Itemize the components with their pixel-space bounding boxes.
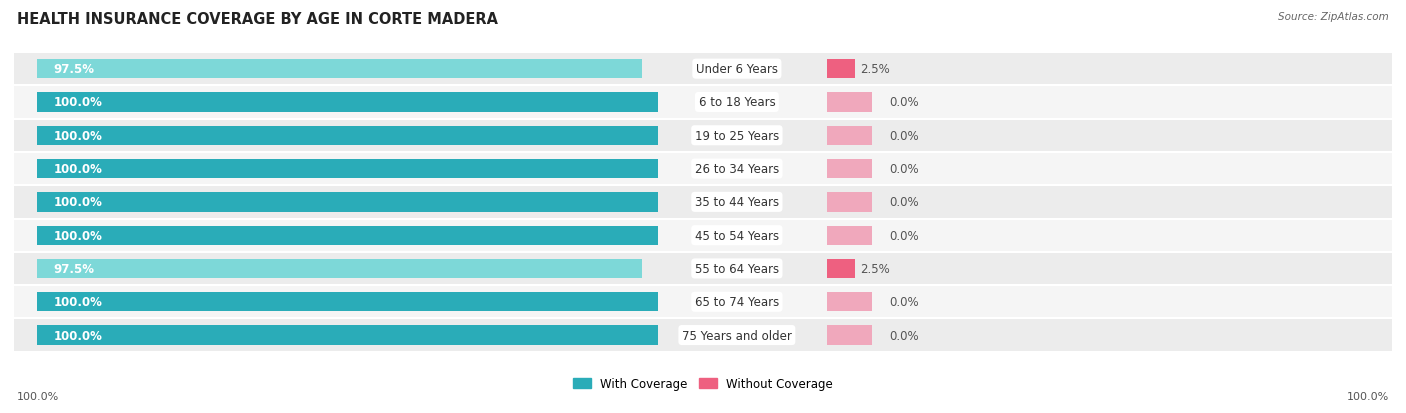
Bar	[827, 60, 855, 79]
Text: Under 6 Years: Under 6 Years	[696, 63, 778, 76]
Bar	[827, 292, 872, 312]
Text: 0.0%: 0.0%	[890, 96, 920, 109]
Bar	[37, 159, 658, 179]
Bar	[827, 126, 872, 145]
Text: 100.0%: 100.0%	[1347, 391, 1389, 401]
Bar	[14, 219, 1392, 252]
Text: 97.5%: 97.5%	[53, 63, 94, 76]
Text: 0.0%: 0.0%	[890, 296, 920, 309]
Legend: With Coverage, Without Coverage: With Coverage, Without Coverage	[568, 373, 838, 395]
Bar	[827, 93, 872, 112]
Text: 0.0%: 0.0%	[890, 229, 920, 242]
Text: 100.0%: 100.0%	[53, 129, 103, 142]
Text: HEALTH INSURANCE COVERAGE BY AGE IN CORTE MADERA: HEALTH INSURANCE COVERAGE BY AGE IN CORT…	[17, 12, 498, 27]
Text: 97.5%: 97.5%	[53, 262, 94, 275]
Bar	[827, 325, 872, 345]
Text: Source: ZipAtlas.com: Source: ZipAtlas.com	[1278, 12, 1389, 22]
Text: 0.0%: 0.0%	[890, 163, 920, 176]
Text: 19 to 25 Years: 19 to 25 Years	[695, 129, 779, 142]
Bar	[14, 186, 1392, 219]
Bar	[14, 86, 1392, 119]
Bar	[37, 126, 658, 145]
Text: 65 to 74 Years: 65 to 74 Years	[695, 296, 779, 309]
Bar	[37, 292, 658, 312]
Bar	[37, 226, 658, 245]
Bar	[37, 60, 643, 79]
Bar	[37, 193, 658, 212]
Text: 0.0%: 0.0%	[890, 196, 920, 209]
Text: 100.0%: 100.0%	[53, 329, 103, 342]
Text: 100.0%: 100.0%	[17, 391, 59, 401]
Bar	[14, 53, 1392, 86]
Text: 100.0%: 100.0%	[53, 296, 103, 309]
Text: 2.5%: 2.5%	[859, 262, 890, 275]
Text: 100.0%: 100.0%	[53, 163, 103, 176]
Bar	[37, 325, 658, 345]
Text: 6 to 18 Years: 6 to 18 Years	[699, 96, 775, 109]
Text: 0.0%: 0.0%	[890, 329, 920, 342]
Text: 100.0%: 100.0%	[53, 196, 103, 209]
Text: 75 Years and older: 75 Years and older	[682, 329, 792, 342]
Text: 35 to 44 Years: 35 to 44 Years	[695, 196, 779, 209]
Text: 55 to 64 Years: 55 to 64 Years	[695, 262, 779, 275]
Bar	[827, 193, 872, 212]
Text: 26 to 34 Years: 26 to 34 Years	[695, 163, 779, 176]
Bar	[37, 93, 658, 112]
Bar	[827, 226, 872, 245]
Text: 100.0%: 100.0%	[53, 229, 103, 242]
Bar	[37, 259, 643, 278]
Bar	[14, 285, 1392, 319]
Bar	[14, 152, 1392, 186]
Bar	[827, 259, 855, 278]
Text: 0.0%: 0.0%	[890, 129, 920, 142]
Bar	[14, 119, 1392, 152]
Text: 45 to 54 Years: 45 to 54 Years	[695, 229, 779, 242]
Bar	[827, 159, 872, 179]
Text: 2.5%: 2.5%	[859, 63, 890, 76]
Text: 100.0%: 100.0%	[53, 96, 103, 109]
Bar	[14, 252, 1392, 285]
Bar	[14, 319, 1392, 352]
